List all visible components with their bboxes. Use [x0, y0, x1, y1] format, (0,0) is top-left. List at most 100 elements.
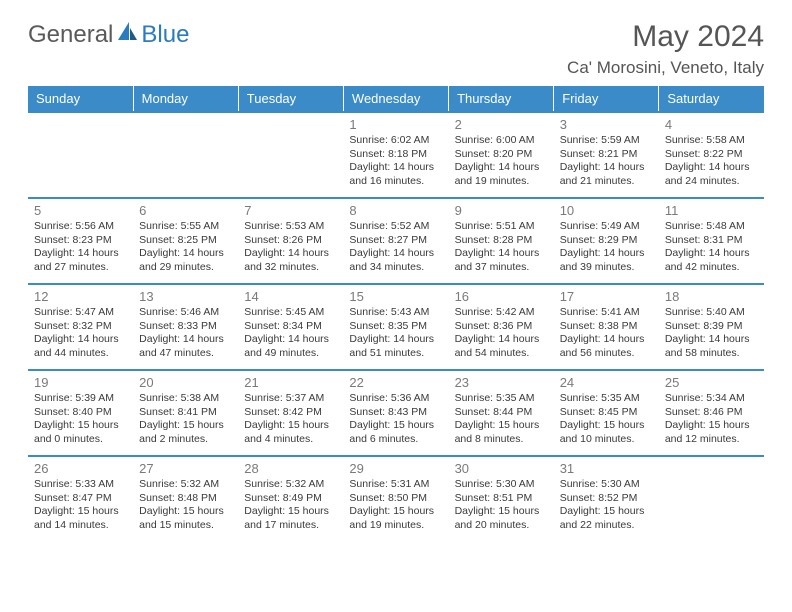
day-detail-line: and 51 minutes. [349, 347, 442, 361]
day-detail-line: and 29 minutes. [139, 261, 232, 275]
day-detail-line: and 58 minutes. [665, 347, 758, 361]
day-detail-line: Daylight: 14 hours [560, 161, 653, 175]
day-detail-line: Sunrise: 5:30 AM [455, 478, 548, 492]
day-number: 11 [665, 203, 758, 218]
day-detail-line: Sunset: 8:47 PM [34, 492, 127, 506]
day-detail-line: Sunset: 8:41 PM [139, 406, 232, 420]
calendar-day-cell: 31 Sunrise: 5:30 AMSunset: 8:52 PMDayligh… [554, 456, 659, 542]
calendar-day-cell: 1Sunrise: 6:02 AMSunset: 8:18 PMDaylight… [343, 112, 448, 198]
calendar-body: ...1Sunrise: 6:02 AMSunset: 8:18 PMDayli… [28, 112, 764, 542]
day-detail-line: Sunrise: 5:48 AM [665, 220, 758, 234]
day-details: Sunrise: 5:45 AMSunset: 8:34 PMDaylight:… [244, 306, 337, 361]
day-detail-line: Sunset: 8:39 PM [665, 320, 758, 334]
day-details: Sunrise: 5:59 AMSunset: 8:21 PMDaylight:… [560, 134, 653, 189]
day-detail-line: Daylight: 14 hours [139, 333, 232, 347]
calendar-day-cell: 30Sunrise: 5:30 AMSunset: 8:51 PMDayligh… [449, 456, 554, 542]
calendar-week-row: 12Sunrise: 5:47 AMSunset: 8:32 PMDayligh… [28, 284, 764, 370]
day-details: Sunrise: 5:49 AMSunset: 8:29 PMDaylight:… [560, 220, 653, 275]
day-detail-line: Sunset: 8:51 PM [455, 492, 548, 506]
day-detail-line: Sunset: 8:52 PM [560, 492, 653, 506]
day-detail-line: Daylight: 15 hours [349, 505, 442, 519]
day-detail-line: Daylight: 14 hours [244, 333, 337, 347]
sail-icon [115, 20, 139, 49]
day-detail-line: and 34 minutes. [349, 261, 442, 275]
page-header: General Blue May 2024 Ca' Morosini, Vene… [28, 20, 764, 78]
weekday-header: Wednesday [343, 86, 448, 112]
brand-logo: General Blue [28, 20, 189, 49]
weekday-header: Saturday [659, 86, 764, 112]
calendar-day-cell: 20Sunrise: 5:38 AMSunset: 8:41 PMDayligh… [133, 370, 238, 456]
day-number: 8 [349, 203, 442, 218]
day-detail-line: Sunset: 8:34 PM [244, 320, 337, 334]
day-detail-line: Sunset: 8:21 PM [560, 148, 653, 162]
calendar-table: SundayMondayTuesdayWednesdayThursdayFrid… [28, 86, 764, 542]
day-number: 27 [139, 461, 232, 476]
day-details: Sunrise: 5:47 AMSunset: 8:32 PMDaylight:… [34, 306, 127, 361]
day-detail-line: Daylight: 14 hours [349, 161, 442, 175]
day-detail-line: and 10 minutes. [560, 433, 653, 447]
day-detail-line: Daylight: 14 hours [34, 333, 127, 347]
day-detail-line: Sunrise: 5:42 AM [455, 306, 548, 320]
day-detail-line: Sunset: 8:28 PM [455, 234, 548, 248]
calendar-day-cell: 17Sunrise: 5:41 AMSunset: 8:38 PMDayligh… [554, 284, 659, 370]
day-detail-line: Sunrise: 5:53 AM [244, 220, 337, 234]
day-detail-line: Sunset: 8:46 PM [665, 406, 758, 420]
calendar-day-cell: 4Sunrise: 5:58 AMSunset: 8:22 PMDaylight… [659, 112, 764, 198]
day-detail-line: Daylight: 15 hours [244, 419, 337, 433]
calendar-day-cell: 5 Sunrise: 5:56 AMSunset: 8:23 PMDaylight… [28, 198, 133, 284]
day-detail-line: and 2 minutes. [139, 433, 232, 447]
day-details: Sunrise: 5:56 AMSunset: 8:23 PMDaylight:… [34, 220, 127, 275]
month-title: May 2024 [567, 20, 764, 54]
day-number: 4 [665, 117, 758, 132]
calendar-day-cell: 6Sunrise: 5:55 AMSunset: 8:25 PMDaylight… [133, 198, 238, 284]
day-detail-line: Sunset: 8:49 PM [244, 492, 337, 506]
day-number: 9 [455, 203, 548, 218]
day-detail-line: Daylight: 15 hours [139, 419, 232, 433]
day-detail-line: Sunrise: 5:41 AM [560, 306, 653, 320]
day-details: Sunrise: 5:38 AMSunset: 8:41 PMDaylight:… [139, 392, 232, 447]
day-detail-line: Daylight: 14 hours [665, 333, 758, 347]
day-details: Sunrise: 5:30 AMSunset: 8:52 PMDaylight:… [560, 478, 653, 533]
calendar-week-row: 19Sunrise: 5:39 AMSunset: 8:40 PMDayligh… [28, 370, 764, 456]
day-detail-line: and 20 minutes. [455, 519, 548, 533]
day-detail-line: Daylight: 14 hours [349, 247, 442, 261]
calendar-day-cell: 21Sunrise: 5:37 AMSunset: 8:42 PMDayligh… [238, 370, 343, 456]
day-detail-line: Sunrise: 5:30 AM [560, 478, 653, 492]
day-number: 16 [455, 289, 548, 304]
day-detail-line: Daylight: 14 hours [665, 247, 758, 261]
day-detail-line: Sunrise: 6:02 AM [349, 134, 442, 148]
calendar-day-cell: 28Sunrise: 5:32 AMSunset: 8:49 PMDayligh… [238, 456, 343, 542]
day-detail-line: and 47 minutes. [139, 347, 232, 361]
day-number: 15 [349, 289, 442, 304]
day-details: Sunrise: 5:33 AMSunset: 8:47 PMDaylight:… [34, 478, 127, 533]
day-detail-line: and 56 minutes. [560, 347, 653, 361]
day-number: 31 [560, 461, 653, 476]
day-detail-line: Sunrise: 5:51 AM [455, 220, 548, 234]
calendar-day-cell: 22Sunrise: 5:36 AMSunset: 8:43 PMDayligh… [343, 370, 448, 456]
calendar-day-cell: 15Sunrise: 5:43 AMSunset: 8:35 PMDayligh… [343, 284, 448, 370]
day-details: Sunrise: 5:48 AMSunset: 8:31 PMDaylight:… [665, 220, 758, 275]
calendar-day-cell: 24Sunrise: 5:35 AMSunset: 8:45 PMDayligh… [554, 370, 659, 456]
day-detail-line: Sunrise: 5:35 AM [455, 392, 548, 406]
day-detail-line: and 17 minutes. [244, 519, 337, 533]
calendar-day-cell: . [238, 112, 343, 198]
calendar-day-cell: . [659, 456, 764, 542]
calendar-week-row: ...1Sunrise: 6:02 AMSunset: 8:18 PMDayli… [28, 112, 764, 198]
title-block: May 2024 Ca' Morosini, Veneto, Italy [567, 20, 764, 78]
calendar-day-cell: 10Sunrise: 5:49 AMSunset: 8:29 PMDayligh… [554, 198, 659, 284]
day-detail-line: and 54 minutes. [455, 347, 548, 361]
day-details: Sunrise: 5:37 AMSunset: 8:42 PMDaylight:… [244, 392, 337, 447]
day-detail-line: and 12 minutes. [665, 433, 758, 447]
calendar-day-cell: . [28, 112, 133, 198]
day-detail-line: Sunset: 8:44 PM [455, 406, 548, 420]
day-number: 7 [244, 203, 337, 218]
day-detail-line: and 44 minutes. [34, 347, 127, 361]
day-detail-line: and 4 minutes. [244, 433, 337, 447]
day-number: 2 [455, 117, 548, 132]
day-detail-line: Sunrise: 5:38 AM [139, 392, 232, 406]
day-number: 17 [560, 289, 653, 304]
day-number: 14 [244, 289, 337, 304]
day-detail-line: Sunset: 8:25 PM [139, 234, 232, 248]
day-number: 5 [34, 203, 127, 218]
day-detail-line: Sunrise: 5:39 AM [34, 392, 127, 406]
